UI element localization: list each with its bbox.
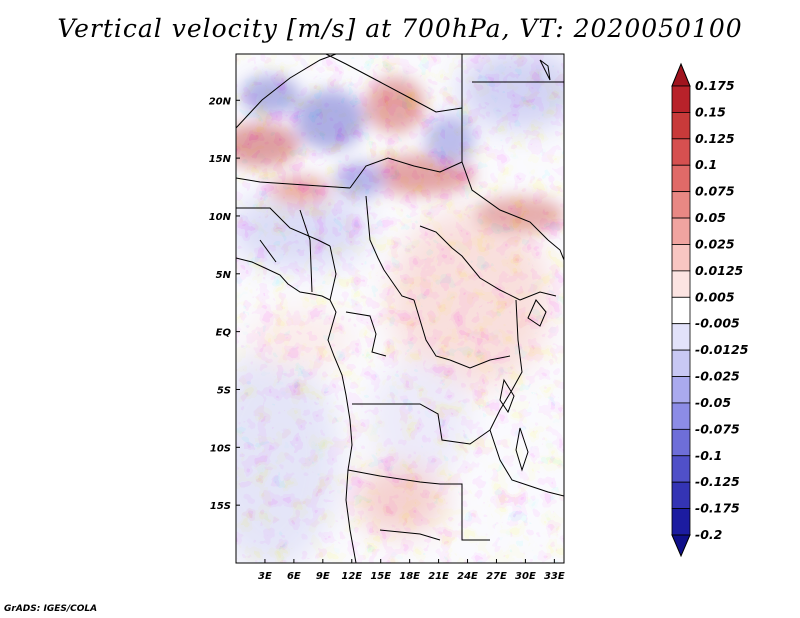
border-cameroon-car [383,269,415,301]
grads-credit: GrADS: IGES/COLA [4,604,98,614]
border-sudan-east [547,239,564,261]
colorbar-bin [671,481,691,509]
colorbar-label: -0.075 [695,421,740,436]
y-axis: 20N 15N 10N 5N EQ 5S 10S 15S [209,96,240,512]
colorbar-bin [671,349,691,377]
colorbar-bin [671,138,691,166]
border-drc-north [449,355,511,369]
colorbar-label: -0.2 [695,527,722,542]
colorbar-label: -0.0125 [695,342,749,357]
y-tick-label: 15N [209,154,232,165]
colorbar-top-arrow [671,62,691,87]
y-tick-label: EQ [216,328,232,339]
field-texture [236,54,564,563]
colorbar-bin [671,164,691,193]
border-zambia-east [489,429,564,497]
colorbar-bottom-arrow [671,534,691,558]
x-tick-label: 30E [515,571,536,582]
border-gabon-congo [345,311,387,357]
colorbar-bin [671,508,691,536]
border-benin [329,245,337,301]
x-tick-label: 24E [457,571,478,582]
border-coastline [236,257,357,563]
y-tick-label: 10N [209,212,232,223]
colorbar-bin [671,191,691,219]
chart-title: Vertical velocity [m/s] at 700hPa, VT: 2… [57,14,743,43]
y-tick-label: 10S [210,443,231,454]
y-tick-label: 15S [210,501,231,512]
y-tick-label: 5S [217,385,231,396]
border-sudan-chad [461,161,549,241]
colorbar-bin [671,270,691,298]
x-axis: 3E 6E 9E 12E 15E 18E 21E 24E 27E 30E 33E [258,559,565,582]
colorbar-label: 0.075 [695,184,735,199]
lake-tanganyika [499,378,515,414]
x-tick-label: 33E [544,571,565,582]
border-sahel-1 [236,177,351,189]
lake-victoria [527,299,547,327]
colorbar-bin [671,455,691,483]
lake-nasser [539,59,551,81]
colorbar-bin [671,376,691,404]
border-north-2 [325,54,463,113]
colorbar-label: 0.125 [695,131,735,146]
colorbar-label: 0.025 [695,236,735,251]
x-tick-label: 18E [399,571,420,582]
border-congo-drc-1 [413,299,451,361]
colorbar: 0.175 0.15 0.125 0.1 0.075 0.05 0.025 0.0125 0.0… [671,62,749,558]
x-tick-label: 21E [428,571,449,582]
border-ghana [299,209,313,293]
colorbar-bin [671,217,691,245]
colorbar-bin [671,244,691,272]
colorbar-label: -0.175 [695,501,740,516]
x-tick-label: 3E [258,571,272,582]
border-north-1 [236,54,337,129]
border-drc-east [489,299,523,431]
colorbar-label: -0.125 [695,474,740,489]
border-westafrica-2 [259,239,277,263]
border-zambia-botswana [440,483,490,541]
border-angola-drc [380,403,491,445]
colorbar-bin [671,323,691,351]
x-tick-label: 9E [316,571,330,582]
country-borders [236,54,564,563]
border-angola-namibia [347,469,441,485]
x-tick-label: 15E [370,571,391,582]
colorbar-bin [671,402,691,430]
y-tick-label: 20N [209,96,232,107]
colorbar-bin [671,428,691,457]
border-nigeria-cameroon [365,195,385,271]
border-southsudan [519,291,557,301]
colorbar-bin [671,296,691,325]
colorbar-label: -0.025 [695,369,740,384]
border-car-sudan [419,225,521,301]
lake-malawi [515,427,529,472]
x-tick-label: 12E [341,571,362,582]
plot-frame [235,53,565,564]
colorbar-label: 0.005 [695,289,735,304]
colorbar-label: 0.1 [695,157,717,172]
border-westafrica-1 [236,207,331,247]
velocity-field [236,54,564,563]
colorbar-label: -0.005 [695,316,740,331]
x-tick-label: 6E [287,571,301,582]
colorbar-label: -0.1 [695,448,722,463]
border-niger-chad [349,157,463,189]
colorbar-label: 0.15 [695,104,726,119]
y-tick-label: 5N [216,270,232,281]
colorbar-label: 0.0125 [695,263,744,278]
colorbar-label: 0.175 [695,78,735,93]
x-tick-label: 27E [486,571,507,582]
colorbar-label: 0.05 [695,210,726,225]
border-namibia-south [379,529,441,541]
colorbar-bin [671,85,691,113]
colorbar-bin [671,112,691,140]
colorbar-label: -0.05 [695,395,731,410]
